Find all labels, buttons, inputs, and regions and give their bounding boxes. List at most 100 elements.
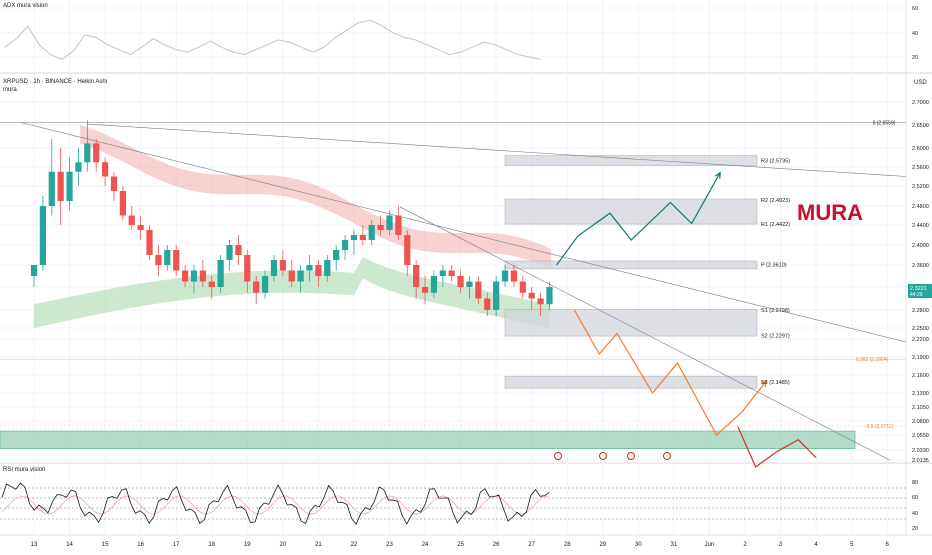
price-tick-label: 2.5600	[912, 165, 929, 171]
price-tick-label: 2.3600	[912, 263, 929, 269]
adx-axis-label: 20	[912, 55, 918, 61]
candle-body	[30, 265, 38, 276]
rsi-line	[1, 482, 550, 525]
time-tick-label: 2	[743, 542, 747, 548]
candle-body	[430, 276, 438, 293]
time-tick-label: 27	[528, 542, 535, 548]
candle-body	[448, 270, 455, 276]
level-labels: R3 (2.5735) R2 (2.4923) R1 (2.4422) P (2.36…	[761, 120, 896, 430]
time-tick-label: 29	[599, 542, 606, 548]
bullish-arrowhead	[714, 171, 721, 179]
candle-body	[173, 250, 180, 271]
time-tick-label: 5	[850, 542, 854, 548]
candle-body	[528, 292, 535, 299]
rsi-title[interactable]: RSI mura vision	[3, 467, 46, 473]
price-axis[interactable]: 2.7000 2.6500 2.6000 2.5600 2.5200 2.4800 2.44…	[912, 100, 929, 464]
candle-body	[475, 281, 482, 299]
price-tick-label: 2.6000	[912, 146, 929, 152]
currency-label: USD	[914, 80, 927, 86]
price-tick-label: 2.4000	[912, 243, 929, 249]
pivot-zone	[504, 198, 758, 225]
candle-body	[226, 245, 233, 260]
candle-body	[253, 281, 260, 293]
candle-body	[217, 260, 224, 287]
time-tick-label: 4	[814, 542, 818, 548]
candle-body	[181, 270, 189, 282]
candle-body	[413, 265, 420, 287]
descending-trendline	[19, 121, 907, 343]
candle-body	[395, 215, 402, 235]
candle-body	[128, 215, 135, 225]
candle-body	[466, 281, 473, 287]
candle-body	[341, 240, 349, 250]
price-tick-label: 2.1600	[912, 373, 929, 379]
price-tick-label: 2.7000	[912, 100, 929, 106]
bearish-arrowhead	[760, 379, 768, 387]
candle-body	[164, 250, 171, 265]
time-tick-label: 13	[31, 542, 38, 548]
pivot-zone	[504, 260, 758, 270]
adx-line	[4, 19, 541, 61]
adx-axis-label: 40	[912, 31, 918, 37]
fib-label: 0.382 (2.1864)	[856, 357, 889, 363]
time-tick-label: 15	[102, 542, 109, 548]
indicator-name[interactable]: mura	[3, 87, 17, 93]
price-tick-label: 2.1050	[912, 405, 929, 411]
adx-title[interactable]: ADX mura vision	[3, 3, 48, 9]
bearish-scenario-path	[573, 309, 767, 436]
moving-average-ribbons	[34, 125, 552, 329]
price-tick-label: 2.2500	[912, 326, 929, 332]
candle-body	[377, 225, 384, 230]
time-tick-label: 26	[493, 542, 500, 548]
candle-body	[386, 215, 393, 230]
adx-axis-label: 60	[912, 6, 918, 12]
event-markers	[554, 452, 671, 460]
long-ma-ribbon	[34, 257, 550, 329]
candle-body	[84, 143, 91, 163]
time-tick-label: 21	[315, 542, 322, 548]
candle-body	[146, 230, 153, 255]
adx-pane: 60 40 20	[0, 6, 918, 61]
time-tick-label: 18	[208, 542, 215, 548]
upper-trendline	[87, 123, 907, 177]
current-price-tag	[908, 284, 932, 298]
candle-body	[457, 276, 464, 287]
candle-body	[546, 287, 553, 305]
mura-watermark: MURA	[797, 200, 863, 225]
level-label: R1 (2.4422)	[761, 222, 790, 228]
time-tick-label: 19	[244, 542, 251, 548]
candle-body	[519, 281, 526, 293]
candle-body	[404, 235, 411, 265]
scenario-paths	[556, 171, 817, 468]
candle-body	[39, 206, 46, 265]
demand-zone	[0, 430, 856, 449]
time-tick-label: 14	[66, 542, 73, 548]
candle-body	[324, 260, 331, 276]
pivot-zone	[504, 155, 758, 166]
candle-body	[119, 191, 126, 216]
candle-body	[155, 255, 162, 265]
event-flag-icon	[599, 452, 607, 460]
level-label: S3 (2.1485)	[761, 380, 790, 386]
time-tick-label: 22	[351, 542, 358, 548]
candle-body	[137, 225, 144, 230]
time-tick-label: 23	[386, 542, 393, 548]
symbol-title[interactable]: XRPUSD · 1h · BINANCE · Heikin Ashi	[3, 79, 108, 85]
time-tick-label: 24	[422, 542, 429, 548]
price-tick-label: 2.2800	[912, 308, 929, 314]
candle-body	[510, 270, 518, 282]
secondary-trendline	[399, 206, 891, 461]
pivot-zone	[504, 375, 758, 389]
price-tick-label: 2.0550	[912, 433, 929, 439]
candle-body	[333, 250, 340, 260]
candles	[30, 120, 553, 316]
level-label: R3 (2.5735)	[761, 159, 790, 165]
candle-body	[208, 281, 215, 287]
candle-body	[93, 143, 100, 163]
candle-body	[288, 270, 295, 282]
candle-body	[493, 281, 500, 310]
level-label: S2 (2.2297)	[761, 333, 790, 339]
time-tick-label: 28	[564, 542, 571, 548]
time-axis[interactable]: 13 14 15 16 17 18 19 20 21 22 23 24 25 26 27 28 29 30 31 Ju…	[31, 542, 890, 548]
